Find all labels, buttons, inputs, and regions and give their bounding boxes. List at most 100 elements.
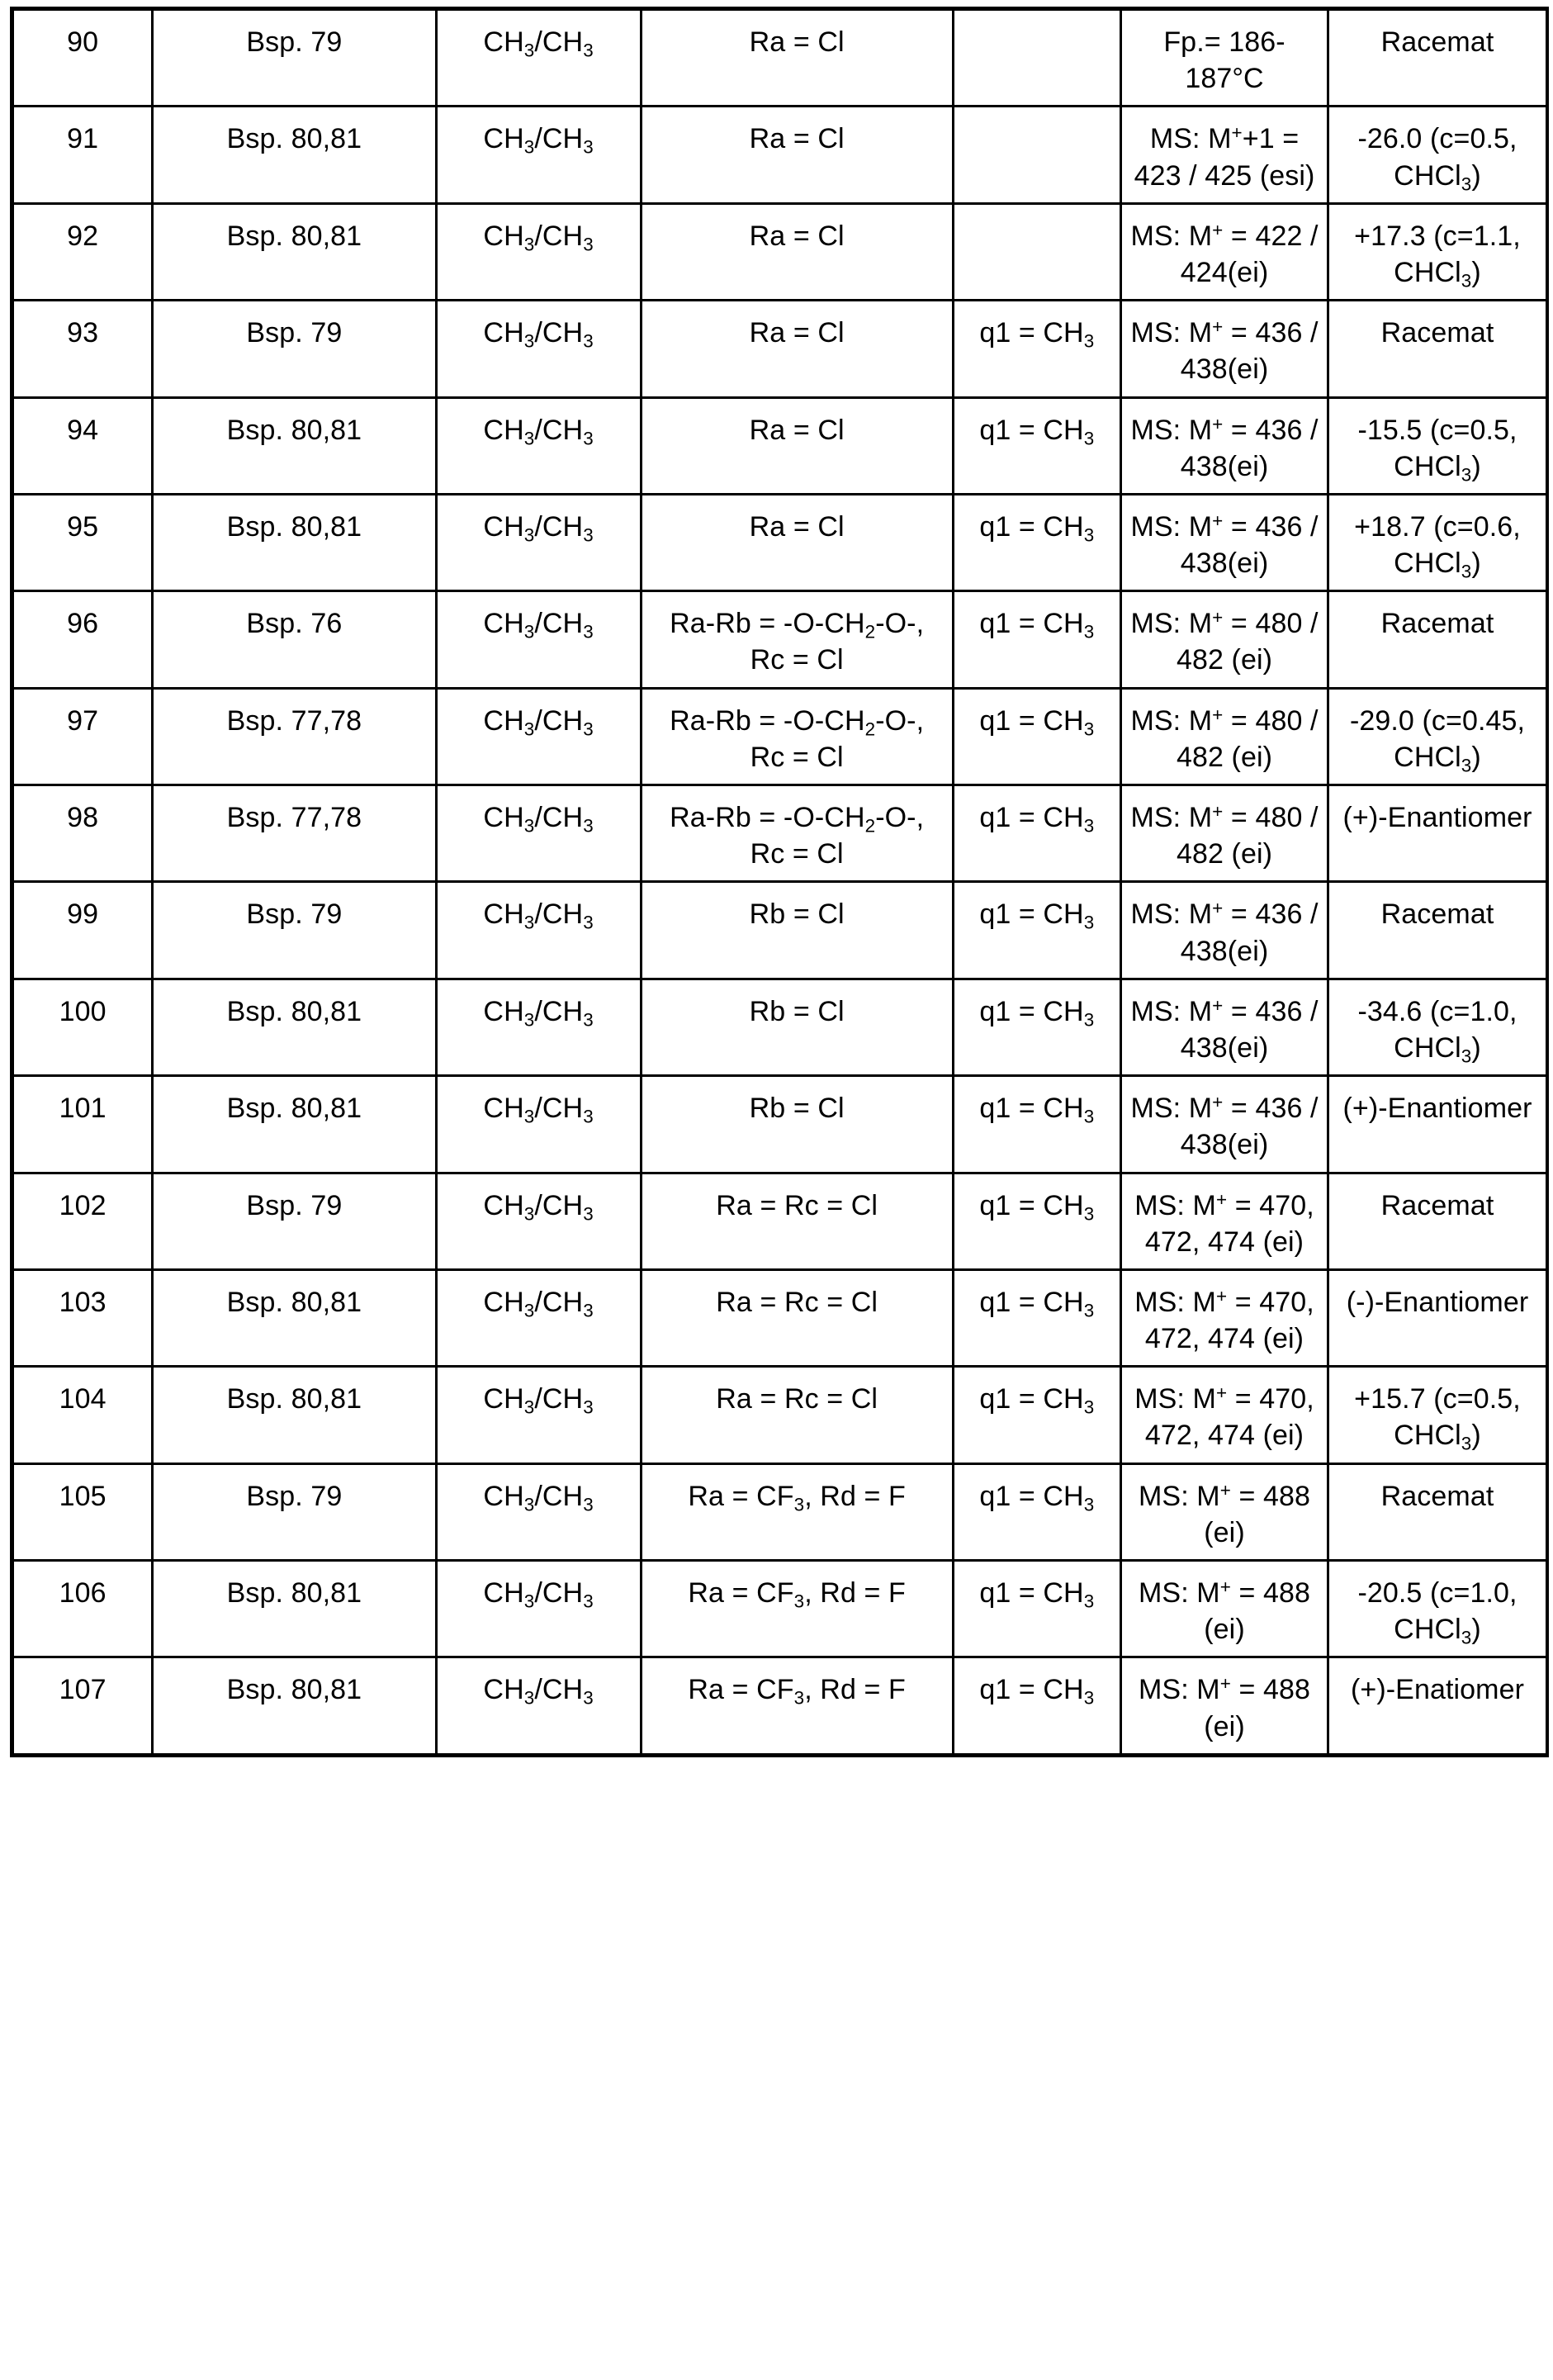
cell-q1-substituent: q1 = CH3 [953,1561,1120,1657]
cell-analytical-data: MS: M+ = 470, 472, 474 (ei) [1121,1367,1328,1463]
cell-stereo-configuration: Racemat [1328,882,1547,979]
table-row: 100Bsp. 80,81CH3/CH3Rb = Clq1 = CH3MS: M… [12,979,1548,1075]
cell-stereo-configuration: Racemat [1328,1463,1547,1560]
cell-stereo-configuration: -26.0 (c=0.5, CHCl3) [1328,107,1547,203]
cell-example-number: 91 [12,107,153,203]
cell-stereo-configuration: +15.7 (c=0.5, CHCl3) [1328,1367,1547,1463]
cell-example-number: 104 [12,1367,153,1463]
cell-analytical-data: MS: M+ = 436 / 438(ei) [1121,1076,1328,1173]
cell-example-number: 95 [12,494,153,590]
cell-r1-r2-substituents: CH3/CH3 [436,107,641,203]
cell-example-number: 105 [12,1463,153,1560]
cell-analytical-data: MS: M+ = 436 / 438(ei) [1121,494,1328,590]
cell-example-number: 103 [12,1269,153,1366]
cell-r1-r2-substituents: CH3/CH3 [436,9,641,107]
table-row: 99Bsp. 79CH3/CH3Rb = Clq1 = CH3MS: M+ = … [12,882,1548,979]
cell-analytical-data: MS: M+ = 470, 472, 474 (ei) [1121,1269,1328,1366]
cell-preparation-example: Bsp. 76 [153,591,436,688]
cell-ring-substituents: Ra-Rb = -O-CH2-O-, Rc = Cl [641,688,953,785]
cell-preparation-example: Bsp. 80,81 [153,107,436,203]
cell-preparation-example: Bsp. 79 [153,301,436,397]
cell-example-number: 96 [12,591,153,688]
cell-stereo-configuration: Racemat [1328,1173,1547,1269]
cell-preparation-example: Bsp. 79 [153,1463,436,1560]
cell-analytical-data: MS: M+ = 480 / 482 (ei) [1121,591,1328,688]
table-row: 98Bsp. 77,78CH3/CH3Ra-Rb = -O-CH2-O-, Rc… [12,785,1548,882]
cell-ring-substituents: Ra = Rc = Cl [641,1367,953,1463]
cell-analytical-data: Fp.= 186-187°C [1121,9,1328,107]
cell-q1-substituent: q1 = CH3 [953,591,1120,688]
cell-analytical-data: MS: M+ = 436 / 438(ei) [1121,882,1328,979]
cell-analytical-data: MS: M+ = 480 / 482 (ei) [1121,785,1328,882]
cell-r1-r2-substituents: CH3/CH3 [436,1561,641,1657]
cell-r1-r2-substituents: CH3/CH3 [436,1173,641,1269]
cell-analytical-data: MS: M+ = 470, 472, 474 (ei) [1121,1173,1328,1269]
cell-analytical-data: MS: M+ = 480 / 482 (ei) [1121,688,1328,785]
cell-example-number: 97 [12,688,153,785]
cell-ring-substituents: Ra = Rc = Cl [641,1269,953,1366]
cell-stereo-configuration: -15.5 (c=0.5, CHCl3) [1328,397,1547,494]
cell-stereo-configuration: Racemat [1328,301,1547,397]
cell-example-number: 92 [12,203,153,300]
cell-q1-substituent: q1 = CH3 [953,785,1120,882]
cell-ring-substituents: Ra = CF3, Rd = F [641,1561,953,1657]
cell-example-number: 101 [12,1076,153,1173]
cell-analytical-data: MS: M+ = 436 / 438(ei) [1121,397,1328,494]
cell-q1-substituent: q1 = CH3 [953,979,1120,1075]
cell-preparation-example: Bsp. 79 [153,9,436,107]
cell-r1-r2-substituents: CH3/CH3 [436,979,641,1075]
cell-q1-substituent: q1 = CH3 [953,688,1120,785]
cell-ring-substituents: Rb = Cl [641,1076,953,1173]
cell-ring-substituents: Ra = Cl [641,107,953,203]
cell-stereo-configuration: Racemat [1328,9,1547,107]
table-row: 104Bsp. 80,81CH3/CH3Ra = Rc = Clq1 = CH3… [12,1367,1548,1463]
table-row: 95Bsp. 80,81CH3/CH3Ra = Clq1 = CH3MS: M+… [12,494,1548,590]
cell-q1-substituent: q1 = CH3 [953,1173,1120,1269]
cell-q1-substituent [953,9,1120,107]
compound-table-container: 90Bsp. 79CH3/CH3Ra = Cl Fp.= 186-187°CRa… [10,7,1549,1757]
cell-q1-substituent: q1 = CH3 [953,1269,1120,1366]
cell-example-number: 107 [12,1657,153,1755]
cell-preparation-example: Bsp. 79 [153,882,436,979]
cell-stereo-configuration: (-)-Enantiomer [1328,1269,1547,1366]
table-row: 107Bsp. 80,81CH3/CH3Ra = CF3, Rd = Fq1 =… [12,1657,1548,1755]
cell-ring-substituents: Ra-Rb = -O-CH2-O-, Rc = Cl [641,591,953,688]
cell-ring-substituents: Rb = Cl [641,882,953,979]
cell-r1-r2-substituents: CH3/CH3 [436,882,641,979]
table-row: 105Bsp. 79CH3/CH3Ra = CF3, Rd = Fq1 = CH… [12,1463,1548,1560]
cell-ring-substituents: Rb = Cl [641,979,953,1075]
table-row: 106Bsp. 80,81CH3/CH3Ra = CF3, Rd = Fq1 =… [12,1561,1548,1657]
cell-r1-r2-substituents: CH3/CH3 [436,1367,641,1463]
cell-r1-r2-substituents: CH3/CH3 [436,397,641,494]
cell-ring-substituents: Ra = Cl [641,494,953,590]
cell-ring-substituents: Ra = Cl [641,203,953,300]
cell-example-number: 106 [12,1561,153,1657]
cell-stereo-configuration: (+)-Enantiomer [1328,1076,1547,1173]
cell-r1-r2-substituents: CH3/CH3 [436,591,641,688]
cell-analytical-data: MS: M+ = 488 (ei) [1121,1561,1328,1657]
cell-stereo-configuration: (+)-Enatiomer [1328,1657,1547,1755]
cell-example-number: 99 [12,882,153,979]
cell-ring-substituents: Ra = Cl [641,9,953,107]
cell-ring-substituents: Ra = Cl [641,301,953,397]
cell-preparation-example: Bsp. 80,81 [153,1076,436,1173]
cell-preparation-example: Bsp. 80,81 [153,1561,436,1657]
cell-r1-r2-substituents: CH3/CH3 [436,1076,641,1173]
cell-example-number: 100 [12,979,153,1075]
cell-preparation-example: Bsp. 80,81 [153,203,436,300]
cell-stereo-configuration: +17.3 (c=1.1, CHCl3) [1328,203,1547,300]
cell-stereo-configuration: -29.0 (c=0.45, CHCl3) [1328,688,1547,785]
cell-q1-substituent: q1 = CH3 [953,301,1120,397]
table-row: 101Bsp. 80,81CH3/CH3Rb = Clq1 = CH3MS: M… [12,1076,1548,1173]
cell-q1-substituent [953,107,1120,203]
cell-ring-substituents: Ra = Cl [641,397,953,494]
cell-r1-r2-substituents: CH3/CH3 [436,1463,641,1560]
cell-r1-r2-substituents: CH3/CH3 [436,688,641,785]
table-row: 90Bsp. 79CH3/CH3Ra = Cl Fp.= 186-187°CRa… [12,9,1548,107]
cell-r1-r2-substituents: CH3/CH3 [436,785,641,882]
table-row: 97Bsp. 77,78CH3/CH3Ra-Rb = -O-CH2-O-, Rc… [12,688,1548,785]
cell-q1-substituent: q1 = CH3 [953,1367,1120,1463]
table-row: 91Bsp. 80,81CH3/CH3Ra = Cl MS: M++1 = 42… [12,107,1548,203]
cell-example-number: 102 [12,1173,153,1269]
cell-q1-substituent [953,203,1120,300]
